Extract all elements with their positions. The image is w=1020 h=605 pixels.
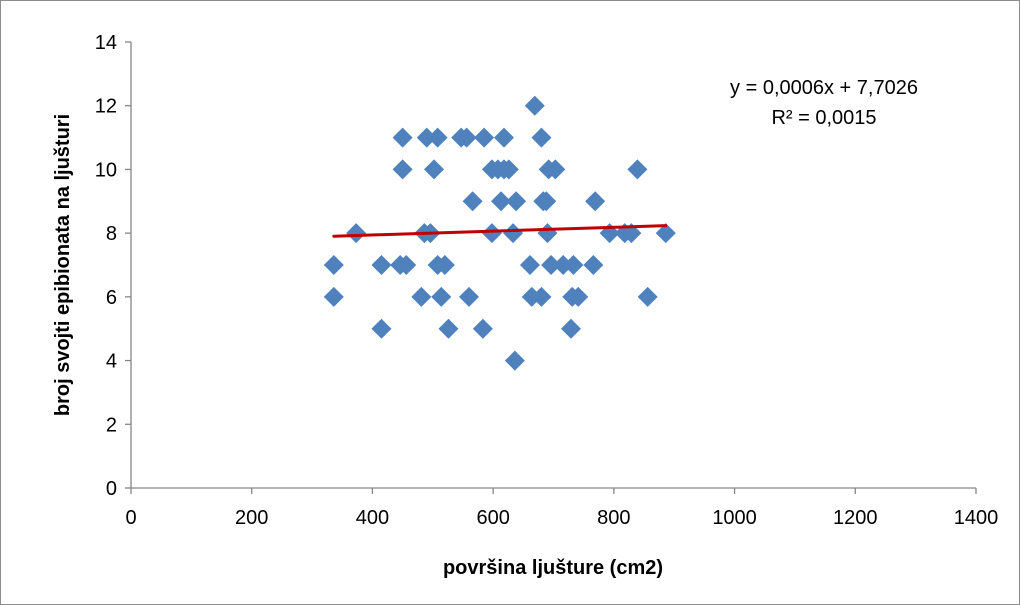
data-point xyxy=(531,286,552,307)
y-tick-label: 10 xyxy=(95,159,117,181)
data-point xyxy=(411,286,432,307)
data-point xyxy=(585,191,606,212)
data-point xyxy=(536,191,557,212)
data-point xyxy=(568,286,589,307)
data-point xyxy=(346,223,367,244)
y-tick-label: 4 xyxy=(106,351,117,373)
data-point xyxy=(474,127,495,148)
data-point xyxy=(563,255,584,275)
data-point xyxy=(553,255,574,275)
data-point xyxy=(323,286,344,307)
trendline-equation: y = 0,0006x + 7,7026 xyxy=(730,77,918,99)
trendline xyxy=(332,224,668,238)
trendline-r-squared: R² = 0,0015 xyxy=(771,107,876,129)
data-point xyxy=(498,159,519,180)
data-point xyxy=(371,318,392,339)
data-point xyxy=(456,127,477,148)
data-point xyxy=(427,127,448,148)
data-point xyxy=(392,159,413,180)
y-tick-label: 12 xyxy=(95,96,117,118)
axes: 0 2 4 6 8 10 12 14 0 200 400 600 800 1000 1200 1400 xyxy=(95,32,999,529)
x-tick-label: 1400 xyxy=(954,507,999,529)
data-point xyxy=(481,223,502,244)
data-point xyxy=(506,191,527,212)
y-tick-label: 0 xyxy=(106,478,117,500)
data-point xyxy=(655,223,676,244)
data-point xyxy=(519,255,540,275)
x-tick-label: 200 xyxy=(235,507,268,529)
y-tick-label: 6 xyxy=(106,287,117,309)
data-point xyxy=(490,191,511,212)
data-point xyxy=(431,286,452,307)
y-tick-label: 8 xyxy=(106,223,117,245)
data-point xyxy=(531,127,552,148)
data-point xyxy=(323,255,344,275)
trendline-group xyxy=(332,224,668,238)
x-tick-label: 600 xyxy=(476,507,509,529)
data-point xyxy=(371,255,392,275)
y-tick-label: 14 xyxy=(95,32,117,54)
x-tick-label: 800 xyxy=(597,507,630,529)
data-point xyxy=(423,159,444,180)
data-point xyxy=(637,286,658,307)
x-tick-label: 1200 xyxy=(833,507,878,529)
data-point xyxy=(438,318,459,339)
data-point xyxy=(524,95,545,116)
data-point xyxy=(472,318,493,339)
data-point xyxy=(561,318,582,339)
data-point xyxy=(416,127,437,148)
data-points xyxy=(323,95,676,371)
data-point xyxy=(583,255,604,275)
x-tick-label: 400 xyxy=(356,507,389,529)
data-point xyxy=(541,255,562,275)
data-point xyxy=(392,127,413,148)
y-axis-title: broj svojti epibionata na ljušturi xyxy=(52,114,74,416)
x-tick-label: 0 xyxy=(125,507,136,529)
data-point xyxy=(537,223,558,244)
data-point xyxy=(494,127,515,148)
data-point xyxy=(627,159,648,180)
data-point xyxy=(462,191,483,212)
data-point xyxy=(396,255,417,275)
y-tick-label: 2 xyxy=(106,414,117,436)
x-tick-label: 1000 xyxy=(712,507,757,529)
data-point xyxy=(434,255,455,275)
data-point xyxy=(503,223,524,244)
data-point xyxy=(504,350,525,371)
data-point xyxy=(459,286,479,307)
data-point xyxy=(545,159,566,180)
x-axis-title: površina ljušture (cm2) xyxy=(443,557,663,579)
